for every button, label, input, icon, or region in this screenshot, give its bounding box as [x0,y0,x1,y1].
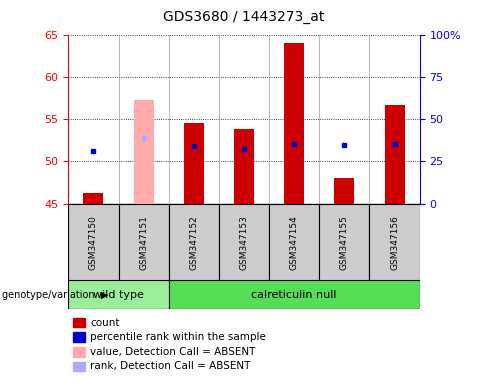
Bar [184,123,204,204]
Text: GSM347154: GSM347154 [290,215,299,270]
Text: rank, Detection Call = ABSENT: rank, Detection Call = ABSENT [90,361,251,371]
Bar [369,204,420,280]
Text: value, Detection Call = ABSENT: value, Detection Call = ABSENT [90,347,256,357]
Bar [68,280,169,309]
Bar [169,204,219,280]
Text: GSM347151: GSM347151 [139,215,148,270]
Bar [269,204,319,280]
Bar [234,129,254,204]
Bar [284,43,304,204]
Bar [385,105,405,204]
Text: calreticulin null: calreticulin null [251,290,337,300]
Text: GSM347156: GSM347156 [390,215,399,270]
Text: GSM347150: GSM347150 [89,215,98,270]
Text: GSM347152: GSM347152 [189,215,198,270]
Bar [334,178,354,204]
Bar [68,204,119,280]
Bar [119,204,169,280]
Text: wild type: wild type [93,290,144,300]
Text: GSM347155: GSM347155 [340,215,349,270]
Text: percentile rank within the sample: percentile rank within the sample [90,332,266,342]
Bar [319,204,369,280]
Text: GSM347153: GSM347153 [240,215,248,270]
Text: genotype/variation  ▶: genotype/variation ▶ [2,290,109,300]
Text: count: count [90,318,120,328]
Bar [219,204,269,280]
Bar [134,101,154,204]
Bar [169,280,420,309]
Bar [83,192,103,204]
Text: GDS3680 / 1443273_at: GDS3680 / 1443273_at [163,10,325,23]
